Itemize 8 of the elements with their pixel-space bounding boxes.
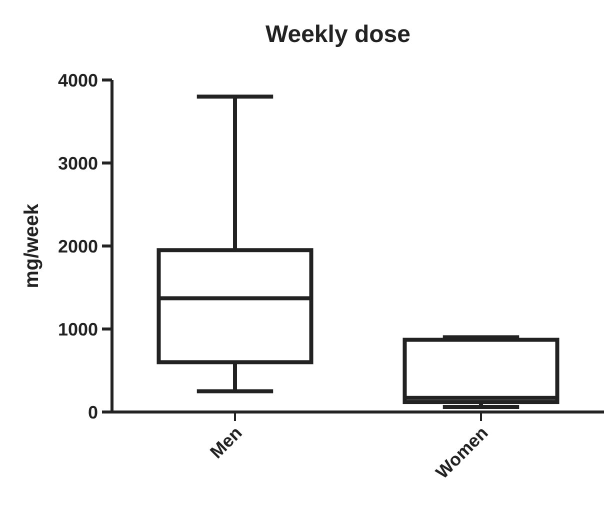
y-tick-label: 2000 (58, 236, 98, 256)
y-tick-label: 4000 (58, 70, 98, 90)
x-tick-label: Men (206, 422, 246, 462)
y-axis-title: mg/week (21, 202, 43, 288)
y-tick-label: 3000 (58, 153, 98, 174)
y-tick-label: 0 (88, 402, 98, 422)
chart-title: Weekly dose (266, 21, 410, 48)
y-tick-label: 1000 (58, 319, 98, 340)
